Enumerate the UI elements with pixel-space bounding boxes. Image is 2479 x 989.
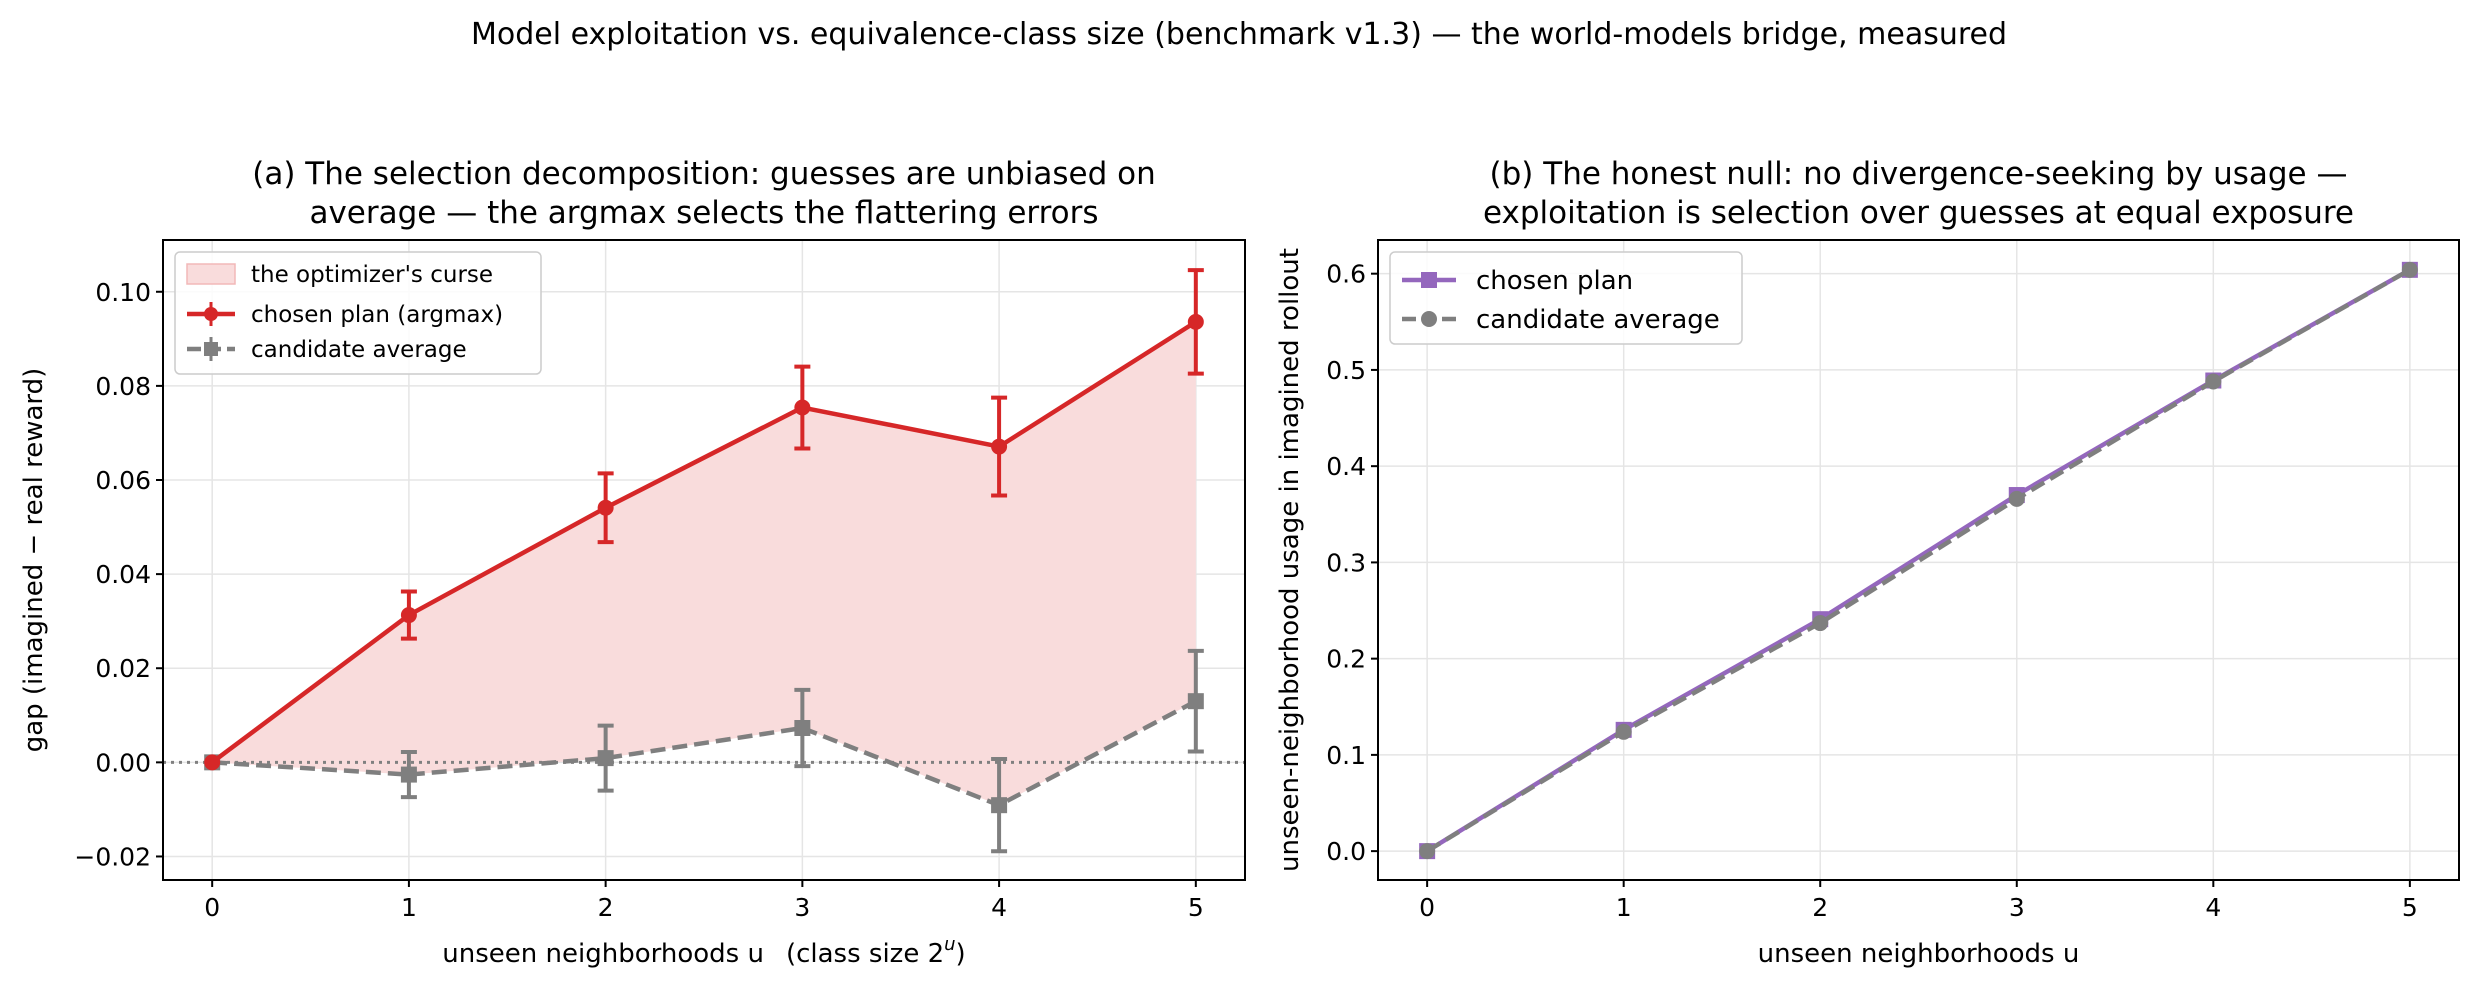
legend-marker-swatch (1421, 311, 1437, 327)
legend-box (1389, 251, 1743, 345)
data-point (2205, 373, 2222, 390)
legend-fill-swatch (186, 263, 236, 285)
x-axis-label: unseen neighborhoods u (class size 2u) (442, 934, 965, 969)
x-tick-label: 5 (1188, 893, 1204, 922)
y-tick-label: 0.04 (95, 560, 151, 589)
y-axis-label: gap (imagined − real reward) (19, 368, 49, 753)
series-chosen-plan-argmax- (204, 268, 1204, 771)
data-point (400, 766, 417, 783)
legend: chosen plan candidate average (1389, 251, 1743, 345)
y-tick-label: 0.1 (1326, 741, 1366, 770)
data-point (2401, 261, 2418, 278)
plot-frame (1377, 239, 2460, 881)
data-point (991, 797, 1008, 814)
series-candidate-average (1419, 261, 2418, 860)
panel-title-line-1: (b) The honest null: no divergence-seeki… (1490, 156, 2348, 192)
series-candidate-average (204, 648, 1204, 854)
legend-box (174, 251, 542, 375)
y-tick-label: 0.2 (1326, 645, 1366, 674)
panel-title-line-1: (a) The selection decomposition: guesses… (252, 156, 1156, 192)
x-tick-label: 0 (1419, 893, 1435, 922)
data-point (400, 607, 417, 624)
y-tick-label: 0.00 (95, 748, 151, 777)
series-line (1425, 267, 2411, 854)
legend-marker-swatch (204, 307, 218, 321)
panel-title-line-2: exploitation is selection over guesses a… (1483, 195, 2354, 231)
x-axis-label-sup: u (944, 934, 955, 955)
x-tick-label: 4 (2205, 893, 2221, 922)
optimizers-curse-band (212, 321, 1196, 806)
series-line (210, 319, 1198, 765)
x-axis-label-main: unseen neighborhoods u (1758, 939, 2080, 969)
x-tick-label: 2 (1812, 893, 1828, 922)
legend-label-series: chosen plan (argmax) (251, 302, 503, 328)
data-point (1187, 313, 1204, 330)
x-axis-label: unseen neighborhoods u (1758, 939, 2080, 969)
legend-label-series: candidate average (1476, 305, 1720, 335)
y-tick-label: −0.02 (74, 842, 151, 871)
data-point (794, 720, 811, 736)
data-point (1615, 723, 1632, 740)
series-line (212, 699, 1197, 808)
figure-suptitle: Model exploitation vs. equivalence-class… (471, 17, 2007, 52)
x-axis-label-close: ) (956, 939, 966, 969)
data-point (991, 438, 1008, 455)
x-tick-label: 2 (598, 893, 614, 922)
data-point (1812, 615, 1829, 632)
data-point (1187, 693, 1204, 710)
data-point (1419, 843, 1436, 860)
legend-marker-swatch (204, 342, 218, 356)
series-line (1425, 267, 2411, 854)
y-tick-label: 0.06 (95, 466, 151, 495)
y-tick-label: 0.10 (95, 278, 151, 307)
data-point (2008, 490, 2025, 507)
x-tick-label: 5 (2402, 893, 2418, 922)
x-tick-label: 0 (204, 893, 220, 922)
x-tick-label: 3 (794, 893, 810, 922)
y-tick-label: 0.08 (95, 372, 151, 401)
legend-label-series: candidate average (251, 337, 467, 363)
x-axis-label-main: unseen neighborhoods u (442, 939, 764, 969)
data-point (204, 754, 221, 771)
y-tick-label: 0.4 (1326, 452, 1366, 481)
legend: the optimizer's curse chosen plan (argmax… (174, 251, 542, 375)
panel-b-line-chart: 0 1 2 3 4 5 0.0 0.1 0.2 0.3 0.4 0.5 0.6 (b) The hones… (1275, 156, 2460, 969)
x-axis-label-suffix: (class size 2 (786, 939, 944, 969)
legend-label-series: chosen plan (1476, 266, 1633, 296)
y-tick-label: 0.3 (1326, 548, 1366, 577)
panel-a-line-chart: 0 1 2 3 4 5 −0.02 0.00 0.02 0.04 0.06 0.08 0.10 (a) T… (19, 156, 1246, 969)
x-tick-label: 3 (2009, 893, 2025, 922)
y-tick-label: 0.5 (1326, 356, 1366, 385)
legend-marker-swatch (1421, 272, 1437, 288)
legend-label-fill: the optimizer's curse (251, 262, 493, 288)
plot-frame (162, 239, 1246, 881)
x-tick-label: 1 (401, 893, 417, 922)
x-tick-label: 4 (991, 893, 1007, 922)
y-tick-label: 0.6 (1326, 260, 1366, 289)
y-tick-label: 0.0 (1326, 837, 1366, 866)
data-point (597, 499, 614, 516)
data-point (794, 399, 811, 416)
y-axis-label: unseen-neighborhood usage in imagined ro… (1275, 248, 1305, 872)
data-point (597, 750, 614, 767)
y-tick-label: 0.02 (95, 654, 151, 683)
panel-title-line-2: average — the argmax selects the flatter… (309, 195, 1098, 231)
x-tick-label: 1 (1616, 893, 1632, 922)
